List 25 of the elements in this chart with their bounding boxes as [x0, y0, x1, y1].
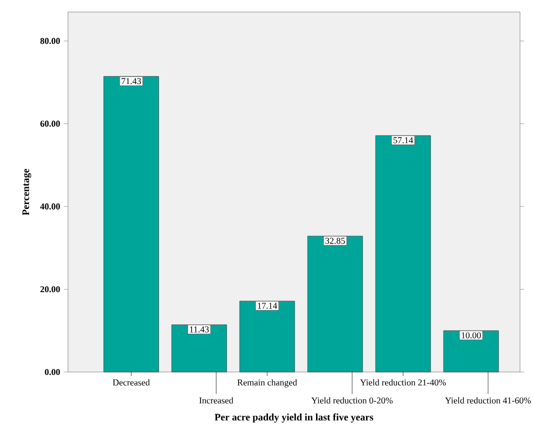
x-tick-label: Yield reduction 0-20%: [311, 397, 393, 404]
bar: [171, 324, 227, 372]
y-tick-label: 20.00: [40, 286, 60, 292]
data-label: 32.85: [325, 238, 345, 244]
x-axis-title: Per acre paddy yield in last five years: [214, 413, 374, 423]
bar: [443, 330, 499, 372]
data-label: 17.14: [258, 302, 278, 309]
y-tick-label: 80.00: [40, 38, 60, 44]
y-tick-label: 40.00: [40, 203, 60, 210]
bar: [104, 76, 159, 372]
bar: [307, 236, 363, 372]
data-label: 10.00: [462, 332, 481, 338]
data-label: 11.43: [190, 326, 209, 332]
x-tick-label: Yield reduction 21-40%: [360, 379, 446, 386]
x-tick-label: Yield reduction 41-60%: [445, 397, 531, 404]
data-label: 71.43: [122, 78, 141, 84]
y-tick-label: 0.00: [44, 368, 60, 376]
y-tick-label: 60.00: [40, 120, 60, 127]
x-tick-label: Increased: [199, 397, 234, 404]
y-axis-title: Percentage: [22, 168, 32, 216]
bar: [375, 135, 431, 372]
bar: [239, 300, 295, 372]
x-tick-label: Remain changed: [237, 379, 298, 388]
x-tick-label: Decreased: [112, 379, 150, 386]
data-label: 57.14: [394, 137, 414, 144]
